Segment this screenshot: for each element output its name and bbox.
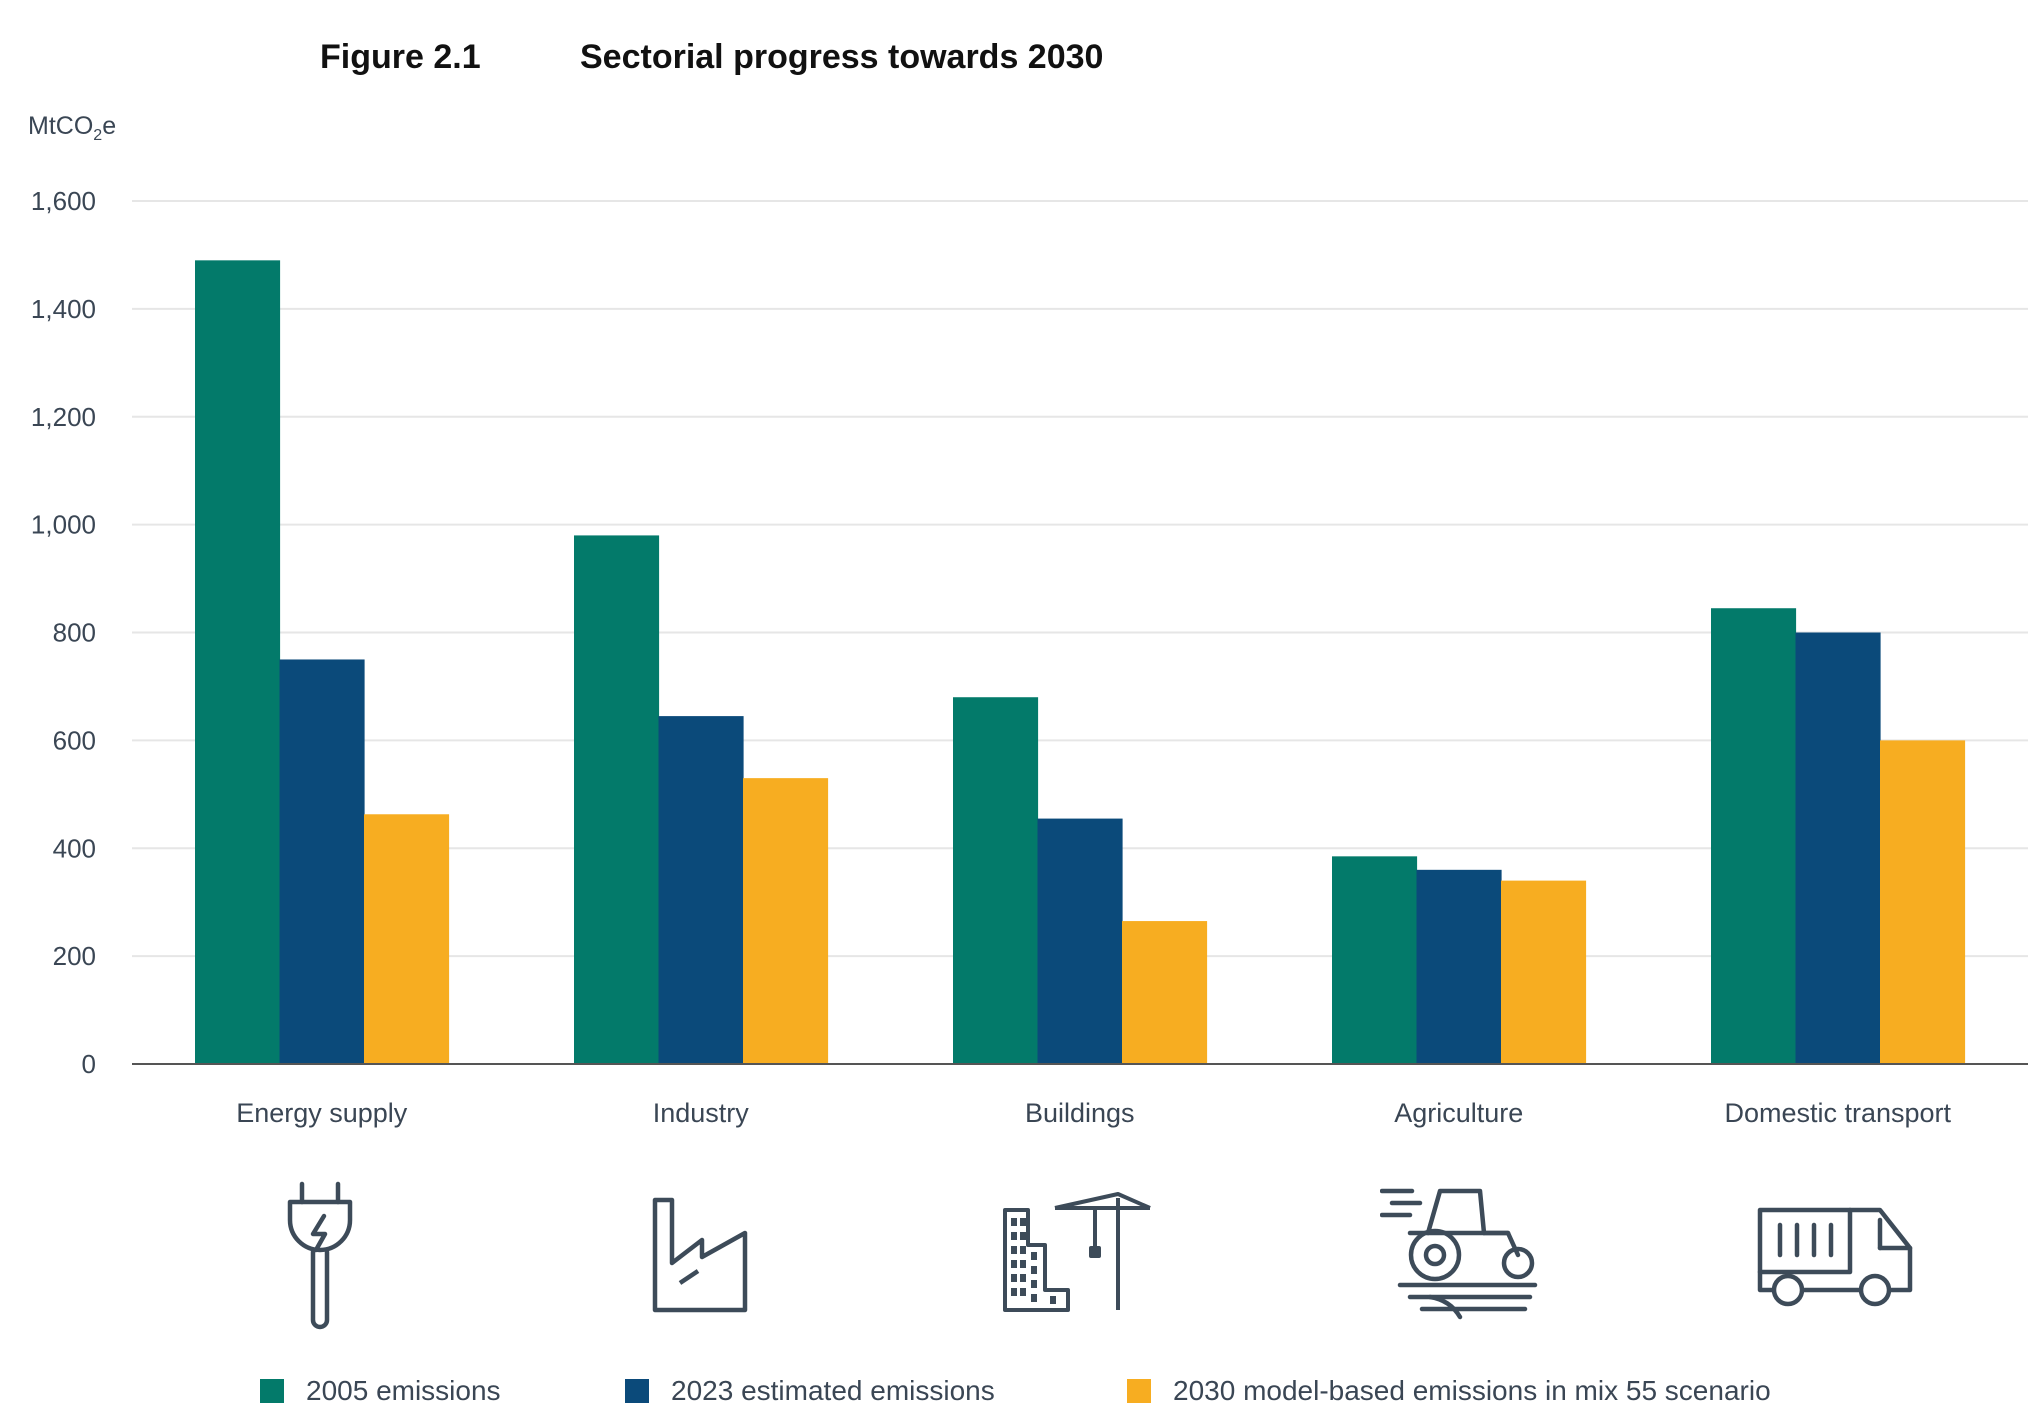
tractor-icon <box>1380 1188 1538 1320</box>
bar <box>1795 632 1881 1064</box>
y-tick-label: 1,200 <box>31 402 96 432</box>
bar <box>658 716 744 1064</box>
figure-label: Figure 2.1 <box>320 38 481 76</box>
bar <box>195 260 281 1064</box>
legend-item-2030: 2030 model-based emissions in mix 55 sce… <box>1127 1375 1771 1407</box>
legend-swatch-2030 <box>1127 1379 1151 1403</box>
truck-icon <box>1757 1207 1913 1307</box>
legend-label-2030: 2030 model-based emissions in mix 55 sce… <box>1173 1375 1771 1406</box>
legend-label-2005: 2005 emissions <box>306 1375 501 1406</box>
bar <box>279 659 365 1064</box>
y-tick-label: 0 <box>82 1049 96 1079</box>
chart-legend: 2005 emissions 2023 estimated emissions … <box>0 1375 2030 1407</box>
legend-item-2023: 2023 estimated emissions <box>625 1375 995 1407</box>
legend-swatch-2023 <box>625 1379 649 1403</box>
chart-title: Sectorial progress towards 2030 <box>580 38 1104 76</box>
bar-chart: 0 200 400 600 800 1,000 1,200 1,400 1,600 Energy … <box>31 186 2028 1128</box>
bar <box>1501 880 1587 1064</box>
bar <box>1416 869 1502 1064</box>
x-tick-label: Industry <box>653 1098 750 1128</box>
x-tick-label: Energy supply <box>236 1098 408 1128</box>
y-tick-label: 1,400 <box>31 294 96 324</box>
factory-icon <box>652 1197 748 1313</box>
x-tick-label: Domestic transport <box>1724 1098 1951 1128</box>
legend-item-2005: 2005 emissions <box>260 1375 501 1407</box>
bar <box>364 814 450 1064</box>
x-tick-label: Buildings <box>1025 1098 1135 1128</box>
bar <box>1880 740 1966 1064</box>
bar <box>1122 921 1208 1064</box>
y-tick-label: 1,000 <box>31 510 96 540</box>
y-tick-label: 600 <box>53 725 96 755</box>
legend-swatch-2005 <box>260 1379 284 1403</box>
bar <box>1037 818 1123 1064</box>
bar <box>953 697 1039 1064</box>
plug-icon <box>287 1181 353 1330</box>
legend-label-2023: 2023 estimated emissions <box>671 1375 995 1406</box>
y-axis-unit: MtCO2e <box>28 112 117 144</box>
bar <box>743 778 829 1064</box>
bar <box>1332 856 1418 1064</box>
y-tick-label: 200 <box>53 941 96 971</box>
y-tick-label: 400 <box>53 833 96 863</box>
bar <box>1711 608 1797 1064</box>
buildings-crane-icon <box>1003 1192 1151 1312</box>
y-tick-label: 800 <box>53 618 96 648</box>
bar <box>574 535 660 1064</box>
x-tick-label: Agriculture <box>1394 1098 1523 1128</box>
y-tick-label: 1,600 <box>31 186 96 216</box>
